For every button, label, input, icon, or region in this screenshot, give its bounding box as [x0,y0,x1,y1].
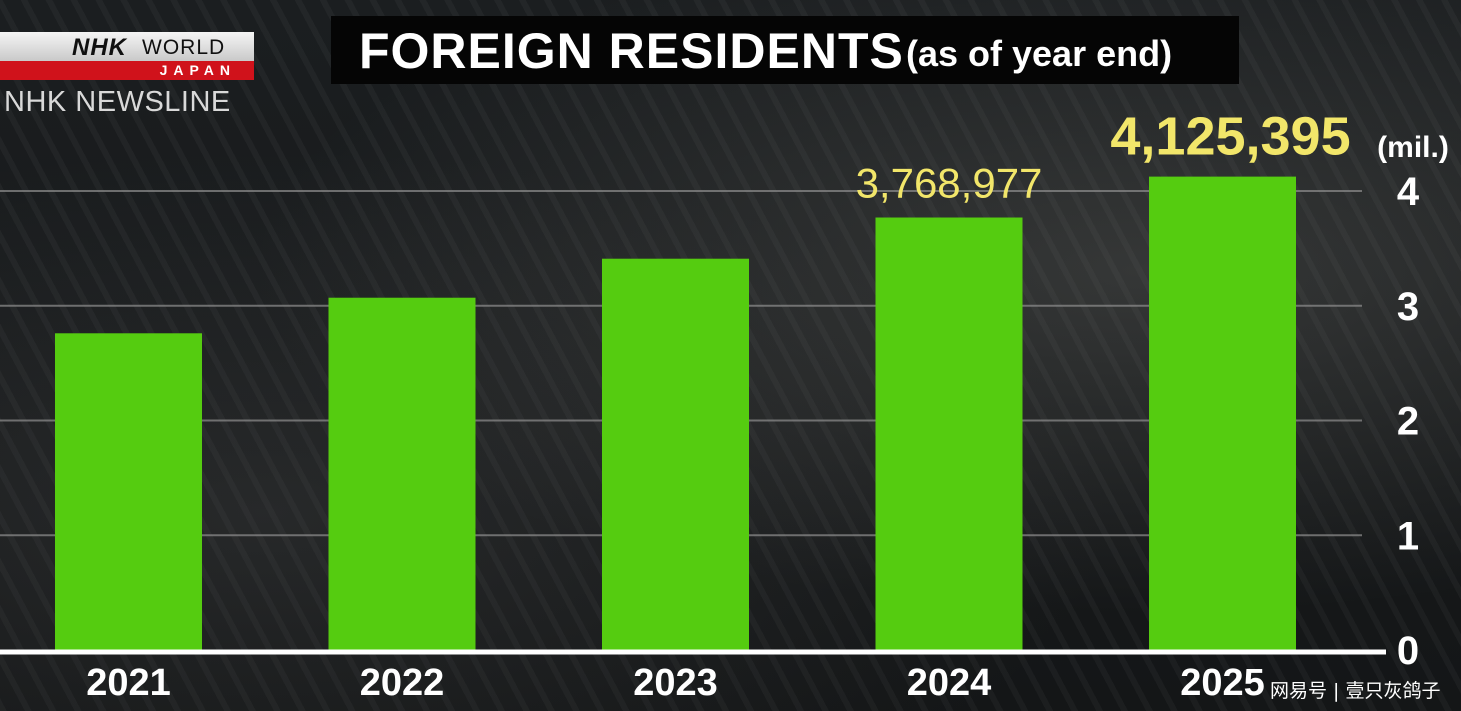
y-tick-label-0: 0 [1397,629,1419,673]
chart-subtitle: (as of year end) [906,33,1173,74]
x-tick-label-2021: 2021 [86,662,171,704]
y-tick-label-4: 4 [1397,170,1420,214]
y-tick-label-1: 1 [1397,514,1419,558]
x-tick-label-2024: 2024 [907,662,992,704]
x-tick-labels: 2021 2022 2023 2024 2025 [86,662,1265,704]
logo-japan-text: JAPAN [159,62,236,78]
logo-top-band: NHK WORLD [0,32,254,61]
y-tick-labels: 0 1 2 3 4 [1397,170,1420,673]
x-tick-label-2025: 2025 [1180,662,1265,704]
bar-2021 [55,333,202,650]
nhk-world-logo: NHK WORLD JAPAN [0,32,254,80]
watermark-text: 网易号 | 壹只灰鸽子 [1270,680,1441,702]
logo-world-text: WORLD [142,36,226,59]
title-box: FOREIGN RESIDENTS (as of year end) [331,16,1239,84]
program-name: NHK NEWSLINE [4,86,231,118]
logo-nhk-text: NHK [72,34,127,61]
y-unit-label: (mil.) [1377,131,1449,164]
y-tick-label-3: 3 [1397,285,1419,329]
bars [55,176,1296,651]
data-label-2024: 3,768,977 [856,160,1043,207]
bar-2022 [328,297,476,650]
bar-2023 [602,258,749,650]
x-tick-label-2023: 2023 [633,662,718,704]
chart-title: FOREIGN RESIDENTS [359,23,904,79]
bar-2024 [875,217,1023,650]
data-label-2025: 4,125,395 [1110,107,1350,167]
x-tick-label-2022: 2022 [360,662,445,704]
y-tick-label-2: 2 [1397,400,1419,444]
data-labels: 3,768,977 4,125,395 [856,107,1351,207]
logo-red-band: JAPAN [0,61,254,80]
bar-2025 [1149,176,1296,651]
